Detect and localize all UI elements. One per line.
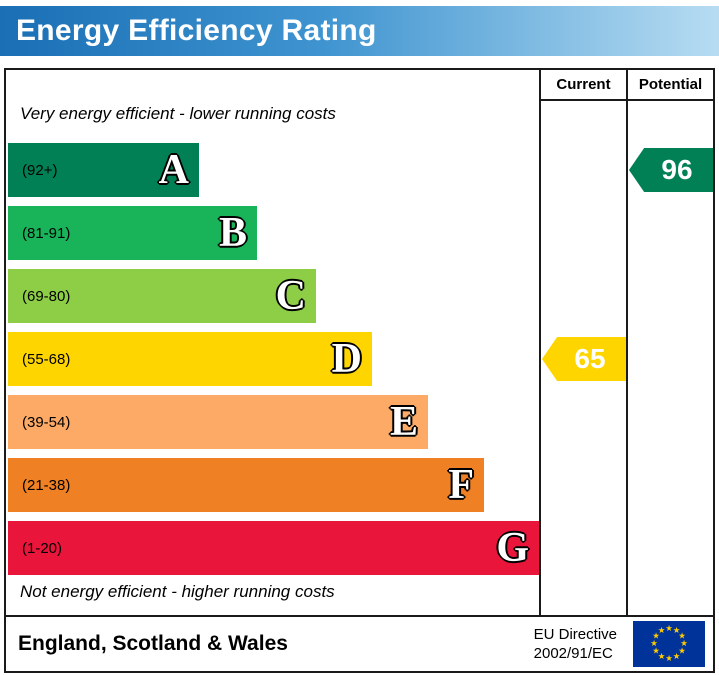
band-range-b: (81-91) xyxy=(22,224,71,242)
bottom-note: Not energy efficient - higher running co… xyxy=(20,582,335,601)
band-bar-e: (39-54) E xyxy=(8,395,428,449)
band-bar-f: (21-38) F xyxy=(8,458,484,512)
svg-text:★: ★ xyxy=(673,652,681,662)
band-letter-a: A xyxy=(158,147,189,193)
title-banner: Energy Efficiency Rating xyxy=(0,6,719,56)
band-bar-d: (55-68) D xyxy=(8,332,372,386)
eu-directive-line2: 2002/91/EC xyxy=(533,645,613,662)
column-divider-potential xyxy=(626,70,628,615)
band-bar-b: (81-91) B xyxy=(8,206,257,260)
band-letter-b: B xyxy=(218,210,247,256)
svg-text:★: ★ xyxy=(652,632,660,642)
svg-text:★: ★ xyxy=(680,639,688,649)
band-letter-g: G xyxy=(496,525,529,571)
band-letter-f: F xyxy=(448,462,474,508)
band-range-f: (21-38) xyxy=(22,476,71,494)
band-bar-c: (69-80) C xyxy=(8,269,316,323)
band-range-a: (92+) xyxy=(22,161,58,179)
band-letter-e: E xyxy=(389,399,418,445)
potential-rating-value: 96 xyxy=(661,154,693,185)
epc-chart: Current Potential Very energy efficient … xyxy=(4,68,715,617)
eu-directive-label: EU Directive 2002/91/EC xyxy=(534,625,617,664)
svg-text:★: ★ xyxy=(658,652,666,662)
band-bar-g: (1-20) G xyxy=(8,521,539,575)
current-rating-pointer: 65 xyxy=(542,337,626,381)
column-divider-current xyxy=(539,70,541,615)
svg-text:★: ★ xyxy=(658,626,666,636)
top-note: Very energy efficient - lower running co… xyxy=(20,104,336,123)
svg-text:★: ★ xyxy=(665,654,673,664)
band-range-d: (55-68) xyxy=(22,350,71,368)
current-rating-value: 65 xyxy=(574,343,606,374)
potential-rating-pointer: 96 xyxy=(629,148,713,192)
svg-text:★: ★ xyxy=(678,632,686,642)
band-range-c: (69-80) xyxy=(22,287,71,305)
column-header-current: Current xyxy=(541,70,626,101)
band-bar-a: (92+) A xyxy=(8,143,199,197)
svg-text:★: ★ xyxy=(665,624,673,634)
svg-text:★: ★ xyxy=(650,639,658,649)
svg-text:★: ★ xyxy=(652,647,660,657)
band-letter-c: C xyxy=(275,273,306,319)
page-title: Energy Efficiency Rating xyxy=(16,14,377,47)
column-header-potential: Potential xyxy=(628,70,713,101)
band-range-g: (1-20) xyxy=(22,539,63,557)
band-range-e: (39-54) xyxy=(22,413,71,431)
svg-text:★: ★ xyxy=(673,626,681,636)
eu-directive-line1: EU Directive xyxy=(533,625,617,643)
eu-flag-icon: ★ ★ ★ ★ ★ ★ ★ ★ ★ ★ ★ ★ xyxy=(633,621,705,667)
footer: England, Scotland & Wales EU Directive 2… xyxy=(4,617,715,673)
region-label: England, Scotland & Wales xyxy=(18,632,288,655)
band-letter-d: D xyxy=(331,336,362,382)
svg-text:★: ★ xyxy=(678,647,686,657)
